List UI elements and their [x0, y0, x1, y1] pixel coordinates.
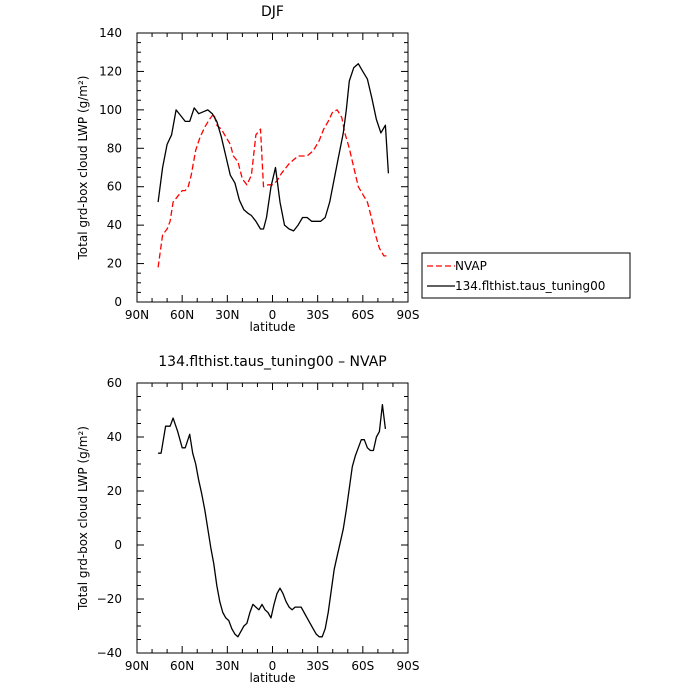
y-tick-label: 20 [107, 257, 122, 271]
x-tick-label: 30S [306, 308, 329, 322]
y-axis-label: Total grd-box cloud LWP (g/m²) [76, 76, 90, 261]
y-tick-label: 20 [107, 484, 122, 498]
x-tick-label: 30N [215, 659, 239, 673]
x-tick-label: 30N [215, 308, 239, 322]
y-tick-label: −40 [97, 646, 122, 660]
series-line-0 [157, 109, 387, 268]
x-tick-label: 30S [306, 659, 329, 673]
y-tick-label: 40 [107, 218, 122, 232]
y-tick-label: −20 [97, 592, 122, 606]
series-line-1 [157, 63, 390, 232]
chart-title: 134.flthist.taus_tuning00 – NVAP [158, 354, 386, 370]
x-tick-label: 0 [269, 308, 277, 322]
y-tick-label: 0 [114, 295, 122, 309]
x-tick-label: 0 [269, 659, 277, 673]
x-tick-label: 90N [125, 659, 149, 673]
x-tick-label: 90S [397, 659, 420, 673]
y-axis-label: Total grd-box cloud LWP (g/m²) [76, 426, 90, 611]
y-tick-label: 60 [107, 376, 122, 390]
x-tick-label: 60N [170, 659, 194, 673]
legend-label-0: NVAP [455, 259, 487, 273]
top-panel: 90N 60N 30N 0 30S 60S 90S 0 20 40 60 80 100 120 140 DJF… [76, 4, 419, 334]
y-tick-label: 0 [114, 538, 122, 552]
series-line-0 [158, 403, 387, 638]
x-axis-label: latitude [249, 671, 295, 685]
x-tick-label: 60S [351, 659, 374, 673]
y-tick-label: 140 [99, 26, 122, 40]
y-tick-label: 60 [107, 180, 122, 194]
x-tick-label: 90S [397, 308, 420, 322]
y-tick-label: 80 [107, 141, 122, 155]
plot-frame [136, 32, 409, 303]
x-tick-label: 60S [351, 308, 374, 322]
x-tick-label: 60N [170, 308, 194, 322]
chart-title: DJF [261, 4, 284, 20]
y-tick-label: 120 [99, 64, 122, 78]
x-axis-label: latitude [249, 320, 295, 334]
x-tick-label: 90N [125, 308, 149, 322]
legend: NVAP 134.flthist.taus_tuning00 [421, 252, 631, 299]
y-tick-label: 40 [107, 430, 122, 444]
legend-label-1: 134.flthist.taus_tuning00 [455, 279, 605, 293]
bottom-panel: 90N 60N 30N 0 30S 60S 90S −40 −20 0 20 40 60 134.flth… [76, 354, 419, 685]
y-tick-label: 100 [99, 103, 122, 117]
legend-box [421, 252, 631, 299]
